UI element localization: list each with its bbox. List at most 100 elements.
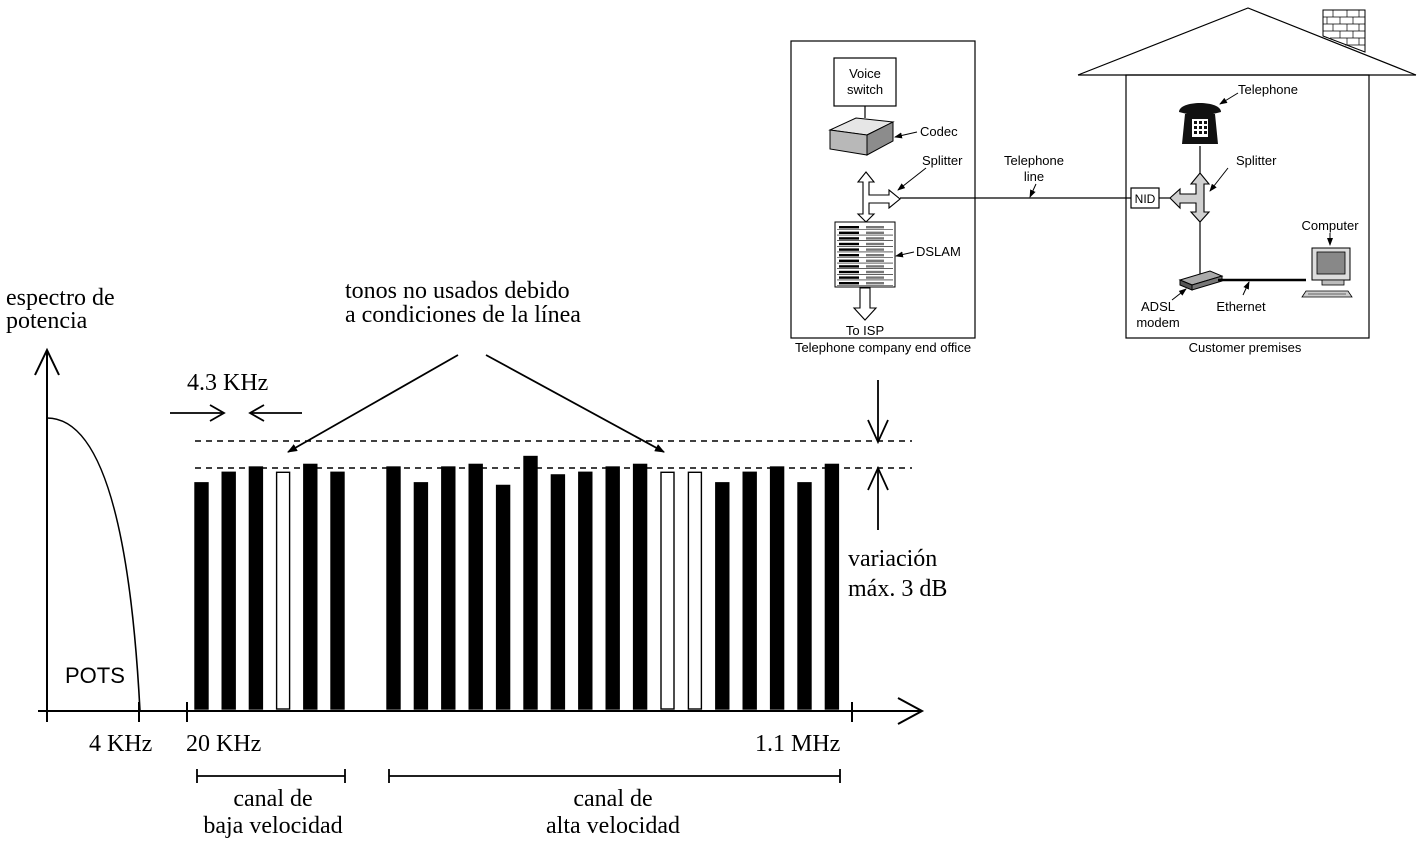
- computer-icon: [1301, 247, 1353, 298]
- high-channel-tone-bar-unused: [660, 471, 675, 710]
- high-channel-tone-bar: [605, 466, 620, 710]
- variation-arrow-up-head: [867, 465, 889, 491]
- high-channel-tone-bar: [441, 466, 456, 710]
- y-axis-label-line2: potencia: [6, 308, 88, 334]
- telephone-label: Telephone: [1238, 82, 1298, 97]
- high-channel-label-line2: alta velocidad: [546, 813, 680, 839]
- dslam-port-block: [866, 242, 884, 246]
- high-channel-tone-bar: [413, 482, 429, 710]
- premises-label: Customer premises: [1189, 340, 1302, 355]
- high-channel-tone-bar: [386, 466, 401, 710]
- codec-label: Codec: [920, 124, 958, 139]
- office-splitter-pointer: [897, 167, 927, 191]
- unused-tone-pointer-low: [287, 354, 459, 453]
- telephone-line-label-line2: line: [1024, 169, 1044, 184]
- low-channel-tone-bar: [221, 471, 236, 710]
- tick-label-20khz: 20 KHz: [186, 731, 261, 757]
- variation-arrow-down-head: [867, 419, 889, 445]
- dslam-port-block: [839, 254, 859, 257]
- pots-curve: [46, 417, 141, 712]
- dslam-pointer: [895, 251, 915, 258]
- dslam-port-block: [839, 237, 859, 240]
- dslam-port-block: [839, 282, 859, 285]
- pots-label: POTS: [65, 663, 125, 688]
- to-isp-arrow: [852, 287, 878, 321]
- variation-label-line1: variación: [848, 546, 937, 572]
- house-icon: [1077, 7, 1417, 339]
- dslam-port-block: [839, 248, 859, 251]
- low-channel-tone-bar: [330, 471, 345, 710]
- adsl-modem-pointer: [1171, 288, 1187, 301]
- x-axis-arrowhead: [897, 697, 925, 725]
- to-isp-label: To ISP: [846, 323, 884, 338]
- y-axis-arrowhead: [34, 347, 60, 376]
- low-channel-label-line1: canal de: [233, 786, 312, 812]
- dslam-port-block: [866, 231, 884, 234]
- high-speed-tones: [386, 455, 840, 710]
- low-channel-tone-bar: [303, 463, 318, 710]
- dslam-port-block: [866, 248, 884, 251]
- dslam-port-block: [839, 265, 859, 268]
- dslam-port-block: [866, 276, 884, 279]
- adsl-modem-label-line1: ADSL: [1141, 299, 1175, 314]
- end-office-box: [790, 40, 976, 339]
- dslam-port-block: [839, 242, 859, 246]
- dslam-port-block: [866, 237, 884, 240]
- low-channel-tone-bar: [248, 466, 264, 710]
- dslam-port-block: [866, 259, 884, 262]
- dslam-port-block: [866, 265, 884, 268]
- high-channel-tone-bar: [578, 471, 593, 710]
- ethernet-pointer: [1242, 281, 1250, 296]
- telephone-icon: [1179, 103, 1221, 144]
- telephone-line-label-line1: Telephone: [1004, 153, 1064, 168]
- voice-switch-box: [833, 57, 897, 107]
- dslam-port-block: [839, 231, 859, 234]
- codec-icon: [828, 117, 895, 156]
- low-speed-tones: [194, 463, 345, 710]
- adsl-modem-label-line2: modem: [1136, 315, 1179, 330]
- dslam-port-block: [866, 282, 884, 285]
- tone-spacing-label: 4.3 KHz: [187, 370, 268, 396]
- computer-label: Computer: [1301, 218, 1359, 233]
- power-spectrum-diagram: espectro de potencia POTS 4 KHz 20 KHz 1…: [6, 278, 947, 839]
- low-channel-tone-bar: [194, 482, 209, 710]
- dslam-port-block: [839, 276, 859, 279]
- high-channel-tone-bar: [769, 466, 785, 710]
- dslam-port-block: [839, 270, 859, 274]
- office-splitter-label: Splitter: [922, 153, 963, 168]
- home-splitter-icon: [1169, 172, 1211, 223]
- variation-label-line2: máx. 3 dB: [848, 576, 947, 602]
- tick-label-1-1mhz: 1.1 MHz: [755, 731, 840, 757]
- high-channel-tone-bar: [715, 482, 730, 710]
- high-channel-tone-bar-unused: [687, 471, 703, 710]
- dslam-label: DSLAM: [916, 244, 961, 259]
- home-splitter-pointer: [1209, 167, 1229, 192]
- low-channel-label-line2: baja velocidad: [203, 813, 342, 839]
- dslam-port-block: [839, 226, 859, 229]
- high-channel-tone-bar: [550, 474, 566, 710]
- high-channel-label-line1: canal de: [573, 786, 652, 812]
- high-channel-tone-bar: [742, 471, 757, 710]
- voice-switch-label-line2: switch: [847, 82, 883, 97]
- nid-label: NID: [1135, 192, 1156, 206]
- dslam-port-block: [866, 226, 884, 229]
- dslam-port-block: [866, 270, 884, 274]
- low-channel-tone-bar-unused: [275, 471, 291, 710]
- y-axis-label-line1: espectro de: [6, 285, 115, 311]
- telephone-pointer: [1219, 92, 1239, 105]
- adsl-modem-icon: [1178, 270, 1224, 291]
- high-channel-tone-bar: [824, 463, 840, 710]
- unused-tones-label-line1: tonos no usados debido: [345, 278, 570, 304]
- adsl-network-diagram: Telephone company end office Voice switc…: [790, 7, 1417, 355]
- ethernet-label: Ethernet: [1216, 299, 1266, 314]
- spacing-arrow-right-head: [248, 404, 265, 422]
- codec-pointer: [894, 131, 918, 139]
- dslam-port-block: [866, 254, 884, 257]
- high-channel-tone-bar: [468, 463, 483, 710]
- dslam-icon: [834, 221, 896, 288]
- high-channel-tone-bar: [523, 455, 538, 710]
- high-channel-tone-bar: [632, 463, 648, 710]
- voice-switch-label-line1: Voice: [849, 66, 881, 81]
- office-splitter-icon: [856, 171, 901, 223]
